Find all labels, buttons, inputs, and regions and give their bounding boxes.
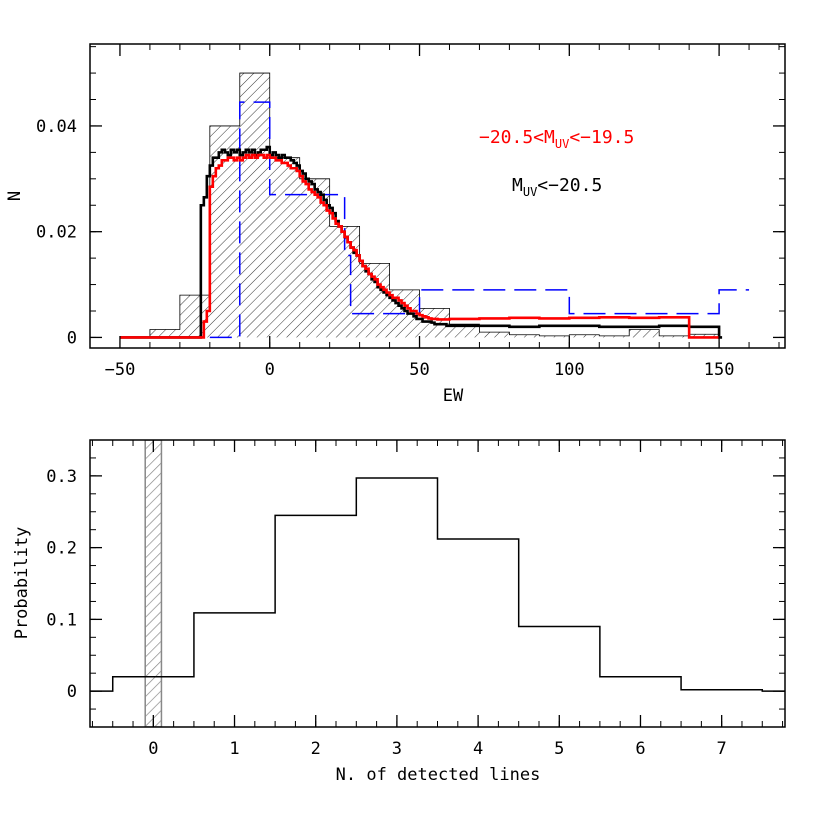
detected-lines-panel: 0 1 2 3 4 5 6 700.10.20.3 N. of detected lines …: [12, 439, 786, 785]
legend-entry-red: −20.5<MUV<−19.5: [479, 127, 634, 151]
red-cumulative-line: [119, 153, 720, 339]
x-tick-label: 1: [229, 739, 239, 759]
ew-y-axis-label: N: [5, 191, 25, 201]
black-cumulative-line: [119, 145, 723, 339]
x-tick-label: 6: [635, 739, 645, 759]
hatched-bar: [569, 334, 600, 338]
ew-histogram-panel: −50 0 50 100 150 0 0.02 0.04 EW N −20.5<MUV<−19…: [5, 43, 786, 406]
hatched-bar: [269, 157, 300, 338]
x-tick-label: 0: [148, 739, 158, 759]
hatched-bar: [449, 324, 480, 338]
hatched-bar: [629, 329, 660, 338]
ew-plot-area: [119, 72, 750, 339]
x-tick-label: 5: [554, 739, 564, 759]
lines-y-axis-label: Probability: [12, 527, 32, 640]
hatched-bar: [509, 334, 540, 338]
x-tick-label: 4: [473, 739, 483, 759]
dashed-histogram: [209, 101, 750, 339]
x-tick-label: 50: [409, 360, 429, 380]
probability-histogram: [90, 477, 785, 692]
ew-plot-frame: [89, 43, 786, 349]
lines-x-axis-label: N. of detected lines: [336, 765, 541, 785]
hatched-bar: [239, 73, 270, 338]
hatched-bar: [659, 335, 690, 338]
x-tick-label: 3: [392, 739, 402, 759]
legend-entry-black: MUV<−20.5: [512, 175, 602, 199]
y-tick-label: 0.1: [46, 610, 77, 630]
x-tick-label: 2: [311, 739, 321, 759]
zero-lines-band: [144, 440, 163, 727]
x-tick-label: −50: [105, 360, 136, 380]
hatched-bar: [539, 335, 570, 338]
hatched-bar: [689, 334, 720, 338]
y-tick-label: 0.3: [46, 467, 77, 487]
x-tick-label: 0: [265, 360, 275, 380]
y-tick-label: 0: [67, 328, 77, 348]
x-tick-label: 100: [554, 360, 585, 380]
x-tick-label: 7: [717, 739, 727, 759]
hatched-bar: [149, 329, 180, 338]
ew-axes: −50 0 50 100 150 0 0.02 0.04: [36, 44, 785, 380]
y-tick-label: 0.04: [36, 117, 77, 137]
hatched-bar: [359, 263, 390, 338]
x-tick-label: 150: [704, 360, 735, 380]
ew-x-axis-label: EW: [443, 386, 464, 406]
hatched-bar: [299, 178, 330, 338]
lines-axes: 0 1 2 3 4 5 6 7 0 0.1 0.2 0.3: [46, 439, 785, 759]
lines-plot-area: [90, 440, 785, 727]
hatched-bar: [479, 332, 510, 338]
hatched-bar: [179, 295, 210, 338]
hatched-bar: [599, 335, 630, 338]
legend: −20.5<MUV<−19.5 MUV<−20.5: [479, 127, 634, 199]
y-tick-label: 0: [67, 682, 77, 702]
y-tick-label: 0.2: [46, 539, 77, 559]
y-tick-label: 0.02: [36, 223, 77, 243]
